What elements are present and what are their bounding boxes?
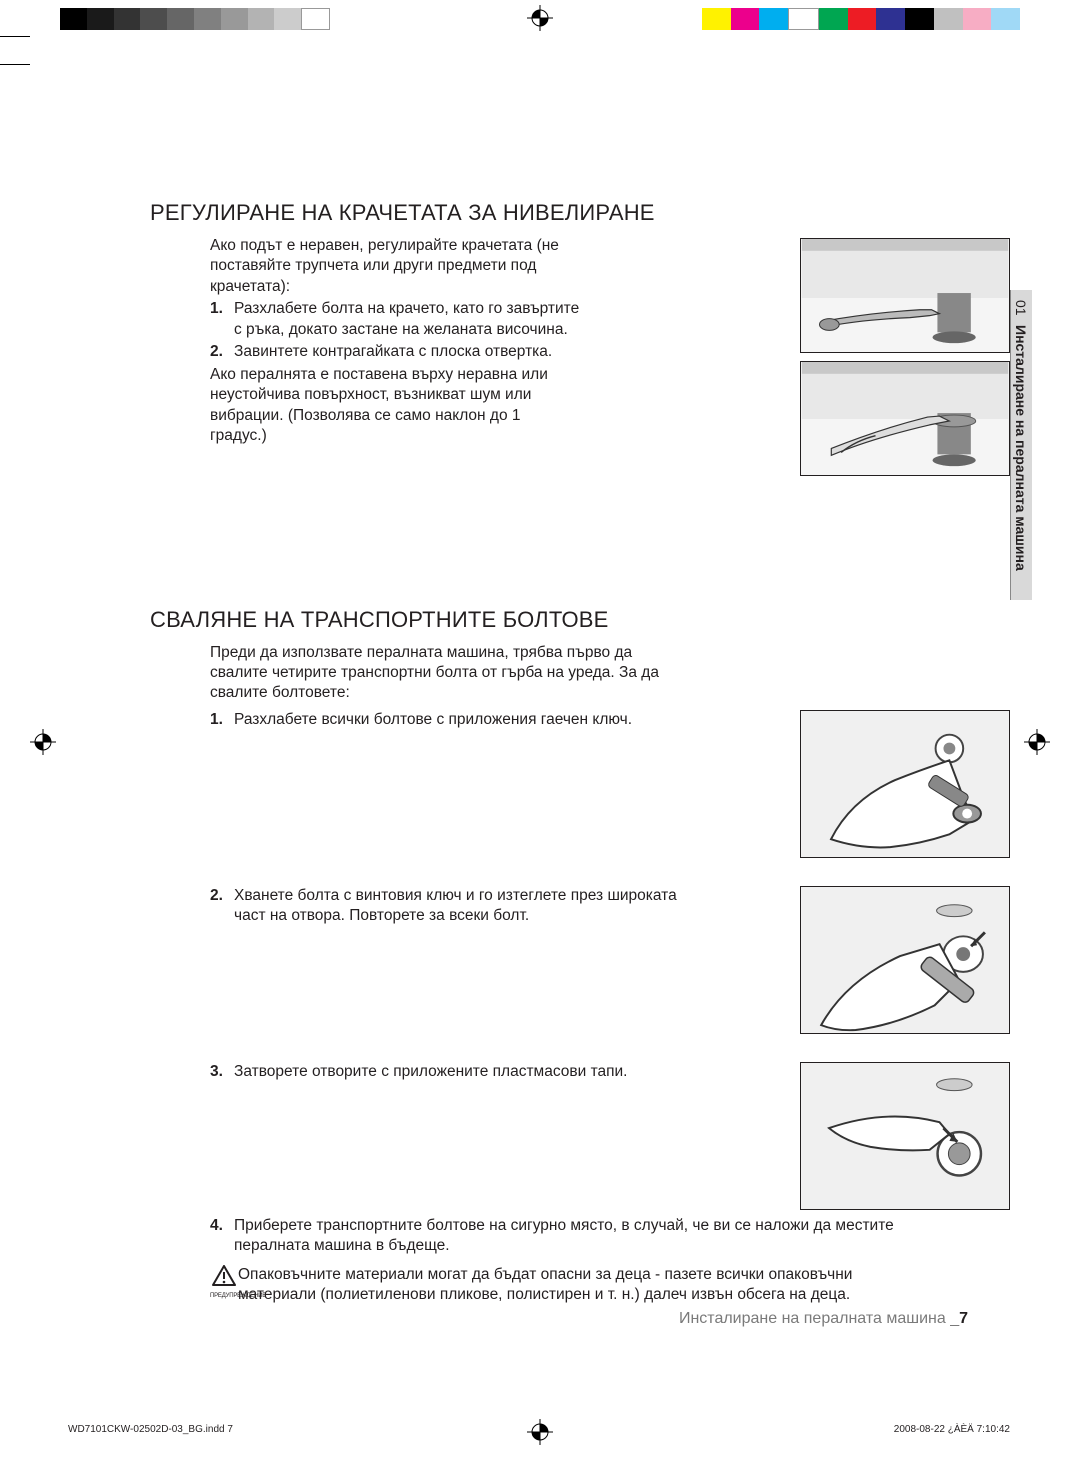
page-number: 7 [959, 1310, 968, 1327]
crop-mark [0, 64, 30, 65]
warning-note: ПРЕДУПРЕЖДЕНИЕ Опаковъчните материали мо… [210, 1265, 930, 1306]
step-item: 1.Разхлабете болта на крачето, като го з… [210, 299, 580, 340]
intro-text: Ако подът е неравен, регулирайте крачета… [210, 236, 580, 297]
step-row: 1.Разхлабете всички болтове с приложения… [150, 710, 930, 858]
step-text: Разхлабете болта на крачето, като го зав… [234, 300, 579, 337]
print-filename: WD7101CKW-02502D-03_BG.indd 7 [68, 1424, 233, 1435]
section-title: РЕГУЛИРАНЕ НА КРАЧЕТАТА ЗА НИВЕЛИРАНЕ [150, 200, 930, 226]
note-text: Ако пералнята е поставена върху неравна … [210, 365, 580, 447]
print-timestamp: 2008-08-22 ¿ÀÈÄ 7:10:42 [894, 1424, 1010, 1435]
step-item: 4.Приберете транспортните болтове на сиг… [210, 1216, 930, 1257]
step-row: 3.Затворете отворите с приложените пласт… [150, 1062, 930, 1210]
step-text: Приберете транспортните болтове на сигур… [234, 1217, 894, 1254]
registration-mark-icon [1024, 729, 1050, 755]
step-text: Затворете отворите с приложените пластма… [234, 1063, 627, 1080]
chapter-tab: 01 Инсталиране на пералната машина [1010, 290, 1032, 600]
section-leveling-feet: РЕГУЛИРАНЕ НА КРАЧЕТАТА ЗА НИВЕЛИРАНЕ Ак… [150, 200, 930, 447]
print-metadata: WD7101CKW-02502D-03_BG.indd 7 2008-08-22… [68, 1424, 1010, 1435]
page-content: РЕГУЛИРАНЕ НА КРАЧЕТАТА ЗА НИВЕЛИРАНЕ Ак… [150, 200, 930, 1306]
step-row: 2.Хванете болта с винтовия ключ и го изт… [150, 886, 930, 1034]
chapter-title: Инсталиране на пералната машина [1013, 325, 1029, 571]
illustration-leveling-2 [800, 361, 1010, 476]
registration-mark-icon [30, 729, 56, 755]
chapter-number: 01 [1013, 300, 1029, 316]
illustration-leveling-1 [800, 238, 1010, 353]
illustration-bolt-remove [800, 886, 1010, 1034]
warning-text: Опаковъчните материали могат да бъдат оп… [238, 1265, 930, 1306]
step-text: Хванете болта с винтовия ключ и го изтег… [234, 887, 677, 924]
intro-text: Преди да използвате пералната машина, тр… [210, 643, 670, 704]
footer-text: Инсталиране на пералната машина _ [679, 1310, 959, 1327]
step-text: Завинтете контрагайката с плоска отвертк… [234, 343, 552, 360]
warning-label: ПРЕДУПРЕЖДЕНИЕ [210, 1293, 238, 1301]
step-text: Разхлабете всички болтове с приложения г… [234, 711, 632, 728]
registration-mark-icon [527, 5, 553, 31]
illustration-bolt-loosen [800, 710, 1010, 858]
crop-mark [0, 36, 30, 37]
step-item: 2.Завинтете контрагайката с плоска отвер… [210, 342, 580, 362]
illustration-hole-cover [800, 1062, 1010, 1210]
warning-icon: ПРЕДУПРЕЖДЕНИЕ [210, 1265, 238, 1306]
section-shipping-bolts: СВАЛЯНЕ НА ТРАНСПОРТНИТЕ БОЛТОВЕ Преди д… [150, 607, 930, 1306]
section-title: СВАЛЯНЕ НА ТРАНСПОРТНИТЕ БОЛТОВЕ [150, 607, 930, 633]
page-footer: Инсталиране на пералната машина _7 [679, 1310, 968, 1328]
